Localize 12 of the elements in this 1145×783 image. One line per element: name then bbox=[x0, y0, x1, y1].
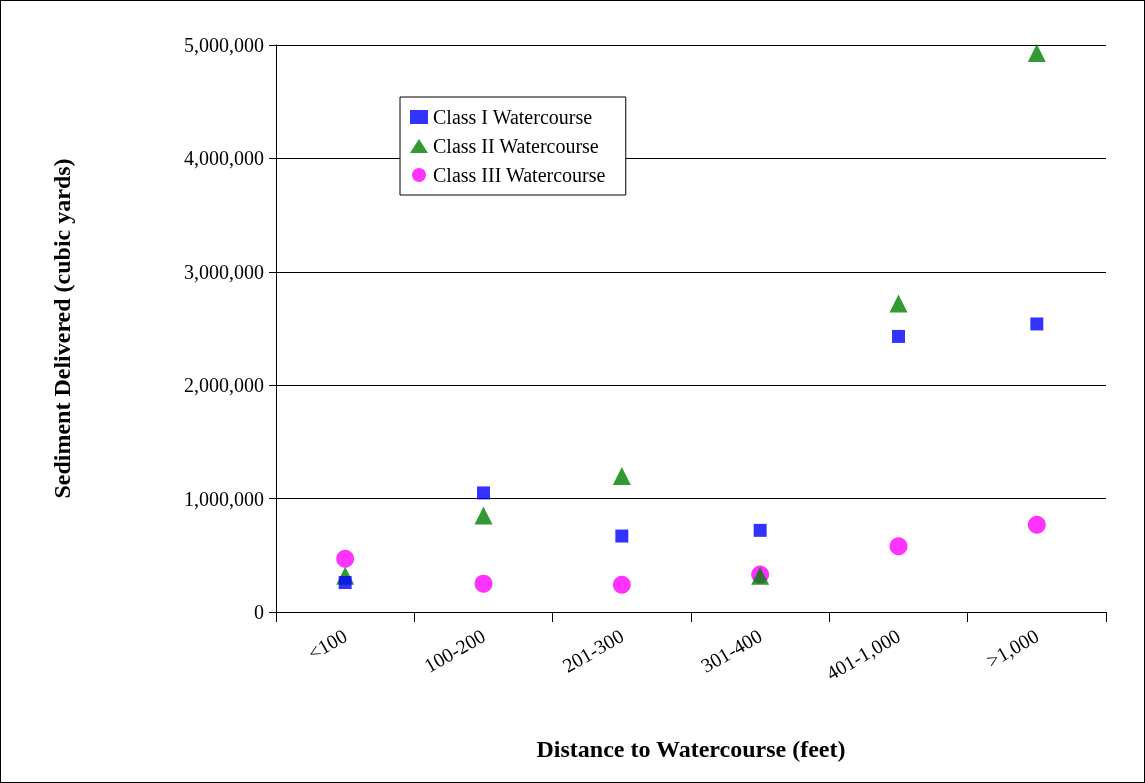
x-axis-title: Distance to Watercourse (feet) bbox=[536, 736, 846, 762]
y-tick-label: 3,000,000 bbox=[184, 260, 264, 283]
y-tick-label: 5,000,000 bbox=[184, 34, 264, 56]
y-tick-label: 0 bbox=[254, 601, 264, 623]
y-tick-label: 4,000,000 bbox=[184, 147, 264, 170]
legend-label: Class II Watercourse bbox=[433, 135, 599, 157]
y-axis-title: Sediment Delivered (cubic yards) bbox=[49, 158, 75, 499]
y-tick-label: 2,000,000 bbox=[184, 374, 264, 397]
legend-label: Class I Watercourse bbox=[433, 106, 593, 128]
x-tick-label: <100 bbox=[303, 624, 351, 665]
y-tick-label: 1,000,000 bbox=[184, 487, 264, 510]
legend-label: Class III Watercourse bbox=[433, 164, 606, 186]
